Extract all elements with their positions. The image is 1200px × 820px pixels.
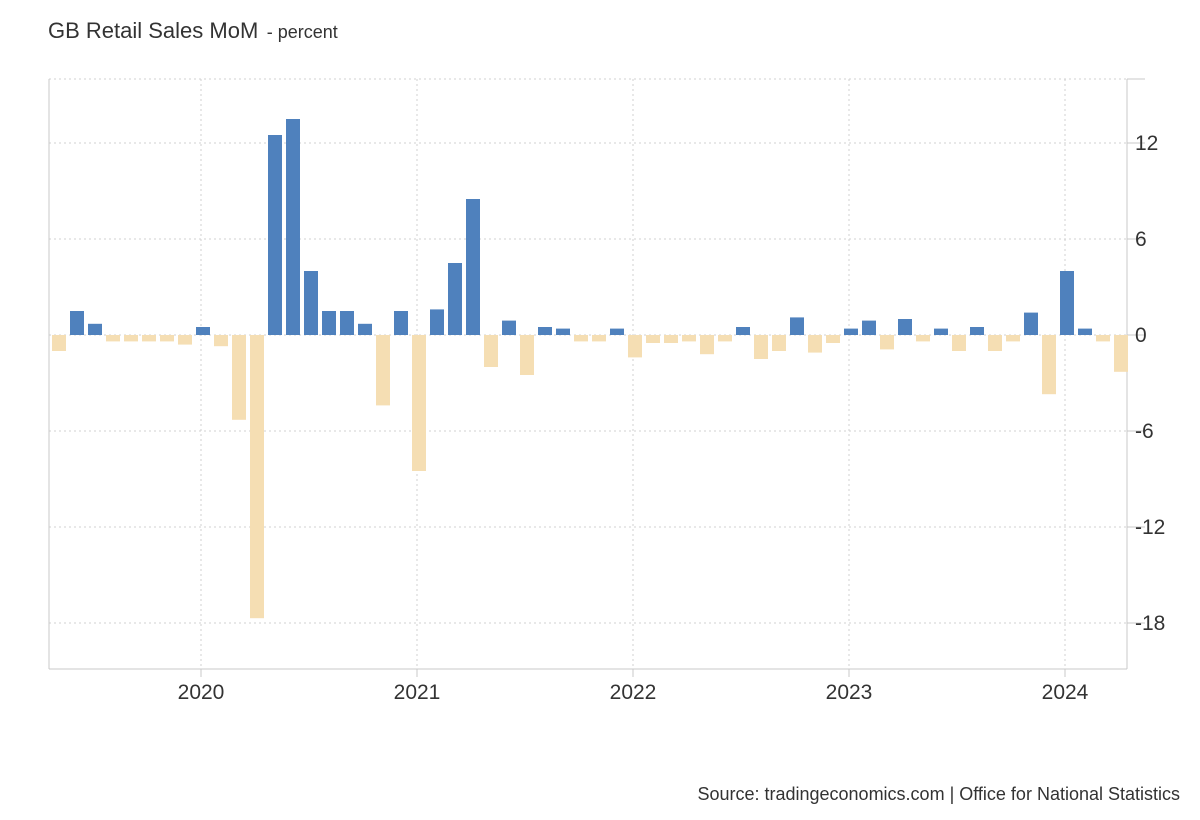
chart-title: GB Retail Sales MoM [48, 18, 259, 43]
bar-2023-09 [988, 335, 1002, 351]
bar-2020-01 [196, 327, 210, 335]
bar-2021-06 [502, 320, 516, 335]
bar-2023-01 [844, 328, 858, 335]
bar-2020-05 [268, 135, 282, 335]
bar-2021-07 [520, 335, 534, 375]
chart-title-block: GB Retail Sales MoM - percent [48, 18, 338, 44]
bar-2022-09 [772, 335, 786, 351]
chart-unit-label: - percent [266, 22, 338, 42]
bar-2024-02 [1078, 328, 1092, 335]
bar-2021-01 [412, 335, 426, 471]
bar-2023-12 [1042, 335, 1056, 395]
bar-2021-03 [448, 263, 462, 335]
bar-2020-06 [286, 119, 300, 335]
grid-lines [49, 78, 1127, 669]
y-tick-label: -6 [1135, 420, 1154, 443]
bar-2019-11 [160, 335, 174, 342]
bar-2020-12 [394, 311, 408, 335]
bar-2024-03 [1096, 335, 1110, 342]
bar-2020-04 [250, 335, 264, 619]
bar-2021-12 [610, 328, 624, 335]
bar-2023-04 [898, 319, 912, 335]
bar-2024-01 [1060, 271, 1074, 335]
bar-2022-04 [682, 335, 696, 342]
x-tick-label: 2021 [394, 681, 441, 704]
y-tick-label: 6 [1135, 228, 1147, 251]
source-note: Source: tradingeconomics.com | Office fo… [697, 784, 1180, 804]
bar-2024-04 [1114, 335, 1128, 372]
bar-2019-10 [142, 335, 156, 342]
bar-2019-06 [70, 311, 84, 335]
bar-2022-12 [826, 335, 840, 343]
bar-2021-10 [574, 335, 588, 342]
y-tick-label: -18 [1135, 612, 1165, 635]
bar-2020-03 [232, 335, 246, 420]
y-tick-label: -12 [1135, 516, 1165, 539]
bar-2022-01 [628, 335, 642, 358]
axes [48, 78, 1145, 677]
bar-2021-02 [430, 309, 444, 335]
bar-2023-10 [1006, 335, 1020, 342]
bar-2022-03 [664, 335, 678, 343]
bar-2023-05 [916, 335, 930, 342]
tick-labels: 12 6 0 -6 -12 -18 2020 2021 2022 2023 2024 [178, 132, 1166, 704]
bar-2023-07 [952, 335, 966, 351]
bar-2023-08 [970, 327, 984, 335]
bar-2022-05 [700, 335, 714, 355]
bar-2022-02 [646, 335, 660, 343]
bar-2019-07 [88, 323, 102, 335]
bar-2022-11 [808, 335, 822, 353]
x-tick-label: 2023 [826, 681, 873, 704]
bar-2021-04 [466, 199, 480, 335]
bar-2020-02 [214, 335, 228, 347]
bar-2023-06 [934, 328, 948, 335]
bar-2020-09 [340, 311, 354, 335]
x-tick-label: 2024 [1042, 681, 1089, 704]
bar-2022-08 [754, 335, 768, 359]
bar-2021-11 [592, 335, 606, 342]
bar-2020-10 [358, 323, 372, 335]
bar-2019-08 [106, 335, 120, 342]
bar-2019-12 [178, 335, 192, 345]
bar-2021-05 [484, 335, 498, 367]
bars [52, 119, 1128, 619]
bar-2023-02 [862, 320, 876, 335]
y-tick-label: 12 [1135, 132, 1158, 155]
bar-2022-07 [736, 327, 750, 335]
bar-2020-08 [322, 311, 336, 335]
bar-2019-09 [124, 335, 138, 342]
bar-2021-09 [556, 328, 570, 335]
bar-2020-07 [304, 271, 318, 335]
bar-2022-10 [790, 317, 804, 335]
bar-2021-08 [538, 327, 552, 335]
bar-2022-06 [718, 335, 732, 342]
x-tick-label: 2022 [610, 681, 657, 704]
bar-chart: 12 6 0 -6 -12 -18 2020 2021 2022 2023 2024 [48, 78, 1166, 704]
bar-2023-11 [1024, 312, 1038, 335]
bar-2019-05 [52, 335, 66, 351]
bar-2020-11 [376, 335, 390, 406]
y-tick-label: 0 [1135, 324, 1147, 347]
x-tick-label: 2020 [178, 681, 225, 704]
bar-2023-03 [880, 335, 894, 350]
